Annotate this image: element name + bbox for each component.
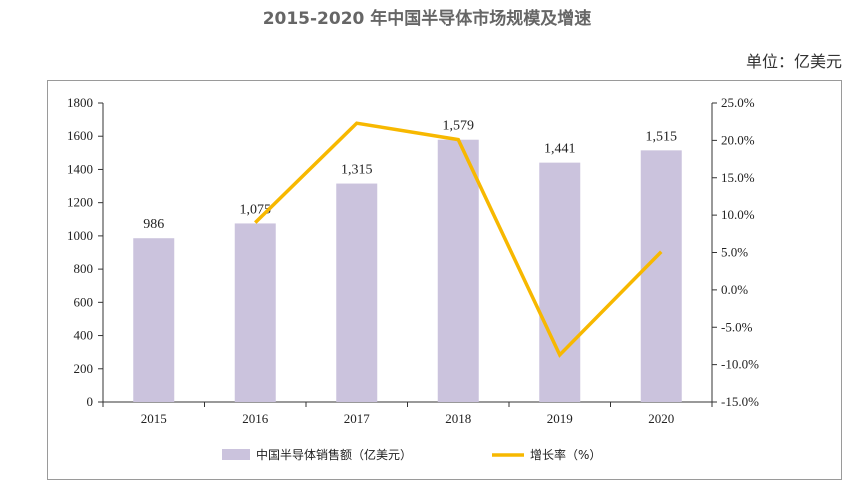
bar-data-label: 1,515: [646, 129, 678, 144]
right-tick-label: 20.0%: [721, 132, 755, 147]
left-tick-label: 400: [74, 328, 94, 343]
legend-bar-label: 中国半导体销售额（亿美元）: [256, 447, 412, 462]
right-tick-label: 0.0%: [721, 282, 748, 297]
bar: [640, 150, 682, 402]
right-tick-label: -15.0%: [721, 394, 759, 409]
chart-frame: [47, 80, 842, 480]
x-tick-label: 2020: [648, 411, 674, 426]
bar: [133, 238, 175, 402]
bar: [234, 223, 276, 402]
left-tick-label: 1600: [67, 128, 93, 143]
left-tick-label: 1000: [67, 228, 93, 243]
left-tick-label: 1200: [67, 195, 93, 210]
bar: [539, 162, 581, 402]
unit-label: 单位：亿美元: [745, 52, 842, 71]
bar: [437, 139, 479, 402]
x-tick-label: 2016: [242, 411, 269, 426]
left-tick-label: 1400: [67, 161, 93, 176]
bar-data-label: 1,315: [341, 163, 373, 178]
right-tick-label: 15.0%: [721, 170, 755, 185]
x-tick-label: 2019: [547, 411, 573, 426]
right-tick-label: -5.0%: [721, 319, 753, 334]
left-tick-label: 800: [74, 261, 94, 276]
x-tick-label: 2017: [344, 411, 371, 426]
bar-data-label: 1,579: [443, 119, 475, 134]
legend-line-label: 增长率（%）: [530, 447, 601, 462]
bar-data-label: 986: [143, 217, 164, 232]
left-tick-label: 200: [74, 361, 94, 376]
right-tick-label: 10.0%: [721, 207, 755, 222]
left-tick-label: 600: [74, 294, 94, 309]
right-tick-label: 25.0%: [721, 95, 755, 110]
x-tick-label: 2018: [445, 411, 471, 426]
x-tick-label: 2015: [141, 411, 167, 426]
chart-title: 2015-2020 年中国半导体市场规模及增速: [262, 9, 592, 29]
right-tick-label: -10.0%: [721, 357, 759, 372]
bar: [336, 183, 378, 402]
right-tick-label: 5.0%: [721, 245, 748, 260]
left-tick-label: 0: [87, 394, 94, 409]
left-tick-label: 1800: [67, 95, 93, 110]
legend-bar-swatch: [222, 449, 250, 460]
bar-data-label: 1,441: [544, 142, 576, 157]
